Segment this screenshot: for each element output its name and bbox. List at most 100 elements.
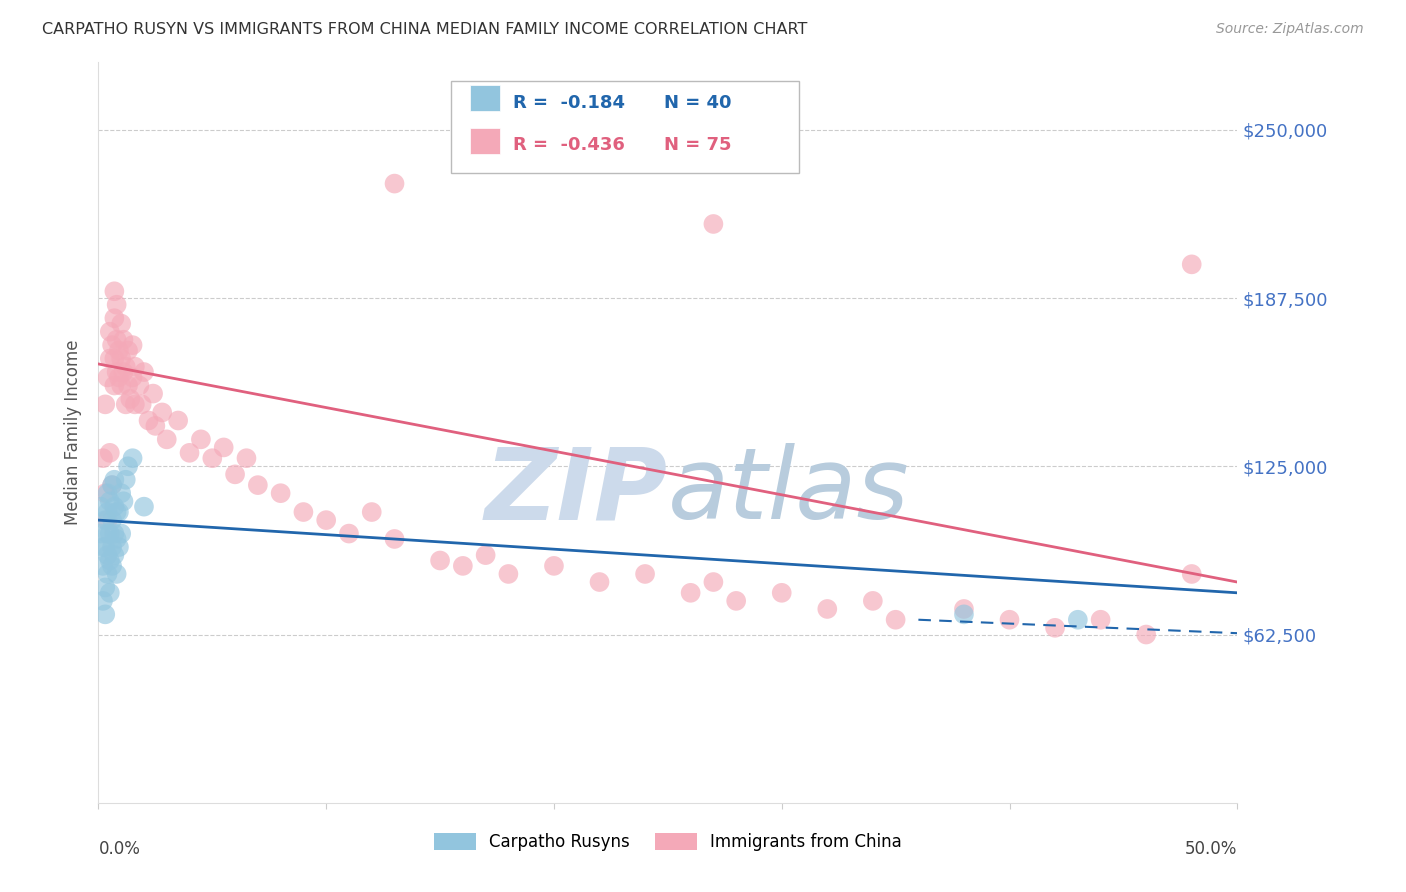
Point bbox=[108, 370, 131, 384]
Point bbox=[128, 378, 150, 392]
Point bbox=[108, 540, 131, 554]
Text: N = 40: N = 40 bbox=[665, 94, 733, 112]
Point bbox=[543, 558, 565, 573]
FancyBboxPatch shape bbox=[470, 86, 501, 111]
Point bbox=[103, 285, 125, 299]
Point bbox=[98, 446, 121, 460]
Point bbox=[98, 325, 121, 339]
Point bbox=[94, 513, 117, 527]
Point bbox=[124, 397, 146, 411]
Text: N = 75: N = 75 bbox=[665, 136, 733, 154]
Point bbox=[114, 397, 136, 411]
Point bbox=[103, 351, 125, 366]
Point bbox=[725, 594, 748, 608]
Point bbox=[702, 575, 724, 590]
Point bbox=[679, 586, 702, 600]
Point bbox=[103, 378, 125, 392]
Point bbox=[98, 526, 121, 541]
Point bbox=[235, 451, 257, 466]
FancyBboxPatch shape bbox=[470, 128, 501, 153]
Point bbox=[132, 365, 155, 379]
Point bbox=[96, 566, 118, 581]
Point bbox=[94, 581, 117, 595]
Text: R =  -0.436: R = -0.436 bbox=[513, 136, 624, 154]
Point bbox=[474, 548, 496, 562]
Point bbox=[292, 505, 315, 519]
Point bbox=[105, 298, 128, 312]
Point bbox=[91, 558, 114, 573]
Point bbox=[588, 575, 610, 590]
Point bbox=[96, 513, 118, 527]
Point bbox=[105, 566, 128, 581]
Point bbox=[212, 441, 235, 455]
Point bbox=[179, 446, 201, 460]
Point bbox=[94, 607, 117, 622]
Point bbox=[101, 540, 124, 554]
Point bbox=[384, 177, 406, 191]
Point bbox=[124, 359, 146, 374]
Point bbox=[105, 333, 128, 347]
Point bbox=[96, 486, 118, 500]
Point bbox=[108, 343, 131, 358]
Point bbox=[1043, 621, 1066, 635]
Point bbox=[105, 365, 128, 379]
Point bbox=[96, 526, 118, 541]
Point bbox=[121, 370, 143, 384]
Point bbox=[105, 505, 128, 519]
Text: atlas: atlas bbox=[668, 443, 910, 541]
Text: 50.0%: 50.0% bbox=[1185, 840, 1237, 858]
Point bbox=[224, 467, 246, 482]
Point bbox=[132, 500, 155, 514]
Point bbox=[117, 343, 139, 358]
Point bbox=[201, 451, 224, 466]
Point bbox=[634, 566, 657, 581]
Point bbox=[96, 548, 118, 562]
Point bbox=[142, 386, 165, 401]
Point bbox=[112, 365, 135, 379]
Point bbox=[384, 532, 406, 546]
Point bbox=[131, 397, 153, 411]
Point bbox=[101, 338, 124, 352]
Point bbox=[429, 553, 451, 567]
Point bbox=[98, 586, 121, 600]
Point bbox=[91, 451, 114, 466]
Point bbox=[90, 500, 112, 514]
Point bbox=[145, 418, 167, 433]
Point bbox=[360, 505, 382, 519]
Point bbox=[94, 397, 117, 411]
Point bbox=[103, 311, 125, 326]
Text: Source: ZipAtlas.com: Source: ZipAtlas.com bbox=[1216, 22, 1364, 37]
Point bbox=[121, 338, 143, 352]
Point bbox=[953, 602, 976, 616]
Point bbox=[815, 602, 838, 616]
Point bbox=[117, 459, 139, 474]
Point bbox=[190, 433, 212, 447]
Text: R =  -0.184: R = -0.184 bbox=[513, 94, 624, 112]
Point bbox=[114, 359, 136, 374]
Point bbox=[94, 486, 117, 500]
Point bbox=[498, 566, 520, 581]
Point bbox=[1090, 613, 1112, 627]
Point bbox=[101, 478, 124, 492]
FancyBboxPatch shape bbox=[451, 81, 799, 173]
Point bbox=[98, 553, 121, 567]
Point bbox=[884, 613, 907, 627]
Point bbox=[337, 526, 360, 541]
Point bbox=[91, 540, 114, 554]
Point bbox=[156, 433, 179, 447]
Point bbox=[110, 526, 132, 541]
Point bbox=[94, 540, 117, 554]
Point bbox=[315, 513, 337, 527]
Legend: Carpatho Rusyns, Immigrants from China: Carpatho Rusyns, Immigrants from China bbox=[427, 826, 908, 857]
Text: ZIP: ZIP bbox=[485, 443, 668, 541]
Text: CARPATHO RUSYN VS IMMIGRANTS FROM CHINA MEDIAN FAMILY INCOME CORRELATION CHART: CARPATHO RUSYN VS IMMIGRANTS FROM CHINA … bbox=[42, 22, 807, 37]
Point bbox=[101, 478, 124, 492]
Point bbox=[98, 494, 121, 508]
Point bbox=[1181, 257, 1204, 271]
Point bbox=[246, 478, 269, 492]
Point bbox=[702, 217, 724, 231]
Point bbox=[138, 413, 160, 427]
Point bbox=[451, 558, 474, 573]
Point bbox=[862, 594, 884, 608]
Point bbox=[117, 378, 139, 392]
